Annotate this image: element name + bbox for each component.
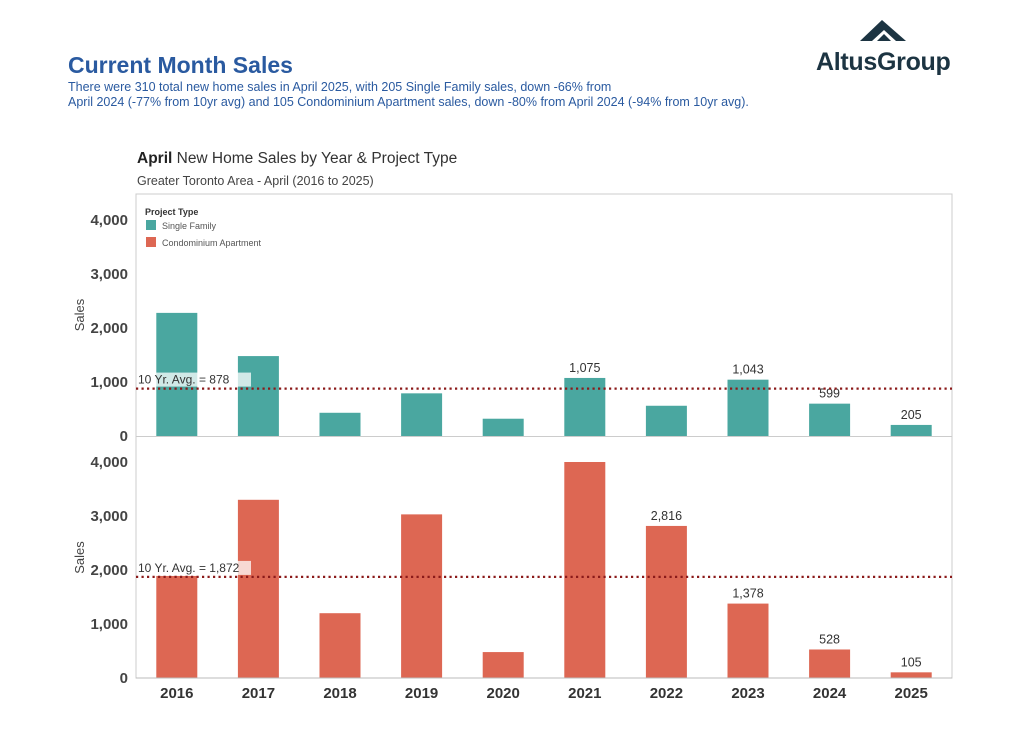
single-family-bar-2019 <box>401 393 443 436</box>
y-tick-label: 1,000 <box>90 374 128 391</box>
y-tick-label: 4,000 <box>90 454 128 471</box>
condo-data-label: 528 <box>819 632 840 646</box>
condo-bar-2019 <box>401 514 443 678</box>
legend-swatch-single-family <box>146 220 156 230</box>
condo-bar-2016 <box>156 575 198 678</box>
y-tick-label: 3,000 <box>90 266 128 283</box>
condo-data-label: 2,816 <box>651 509 682 523</box>
logo-text: AltusGroup <box>816 48 951 76</box>
summary-line-1: There were 310 total new home sales in A… <box>68 80 612 94</box>
single-family-data-label: 1,075 <box>569 361 600 375</box>
x-tick-label: 2020 <box>487 685 520 702</box>
legend-title: Project Type <box>145 207 198 217</box>
single-family-bar-2018 <box>319 412 361 436</box>
single-family-bar-2017 <box>237 356 279 436</box>
condo-bar-2025 <box>890 672 932 678</box>
chart-subtitle: Greater Toronto Area - April (2016 to 20… <box>137 174 374 188</box>
summary-line-2: April 2024 (-77% from 10yr avg) and 105 … <box>68 95 749 109</box>
x-tick-label: 2017 <box>242 685 275 702</box>
x-tick-label: 2021 <box>568 685 601 702</box>
y-tick-label: 2,000 <box>90 320 128 337</box>
condo-bar-2020 <box>482 652 524 678</box>
y-tick-label: 0 <box>120 670 128 687</box>
chart-title-highlight: April <box>137 150 173 167</box>
legend-label-condo: Condominium Apartment <box>162 238 262 248</box>
single-family-bar-2022 <box>645 405 687 436</box>
single-family-bar-2021 <box>564 377 606 436</box>
condo-bar-2017 <box>237 499 279 678</box>
x-tick-label: 2019 <box>405 685 438 702</box>
single-family-bar-2025 <box>890 424 932 436</box>
condo-avg-label: 10 Yr. Avg. = 1,872 <box>138 561 240 575</box>
x-tick-label: 2018 <box>323 685 356 702</box>
single-family-data-label: 205 <box>901 408 922 422</box>
x-tick-label: 2022 <box>650 685 683 702</box>
single-family-avg-label-bg <box>137 372 251 387</box>
altus-group-logo: AltusGroup <box>812 16 958 78</box>
condo-data-label: 1,378 <box>732 587 763 601</box>
single-family-avg-label: 10 Yr. Avg. = 878 <box>138 373 230 387</box>
legend-label-single-family: Single Family <box>162 221 217 231</box>
x-tick-label: 2023 <box>731 685 764 702</box>
chart-title-rest: New Home Sales by Year & Project Type <box>172 150 458 167</box>
page-title: Current Month Sales <box>68 52 293 78</box>
single-family-bar-2020 <box>482 418 524 436</box>
x-tick-label: 2016 <box>160 685 193 702</box>
condo-bar-2022 <box>645 525 687 678</box>
y-tick-label: 1,000 <box>90 616 128 633</box>
y-axis-label: Sales <box>72 541 87 574</box>
y-tick-label: 4,000 <box>90 212 128 229</box>
condo-avg-label-bg <box>137 560 251 575</box>
logo-mark-icon <box>860 20 906 41</box>
condo-data-label: 105 <box>901 655 922 669</box>
chart-title: April New Home Sales by Year & Project T… <box>137 150 457 168</box>
condo-bar-2024 <box>809 649 851 678</box>
condo-bar-2023 <box>727 603 769 678</box>
condo-bar-2018 <box>319 613 361 678</box>
legend-swatch-condo <box>146 237 156 247</box>
single-family-data-label: 599 <box>819 387 840 401</box>
condo-bar-2021 <box>564 462 606 678</box>
y-tick-label: 3,000 <box>90 508 128 525</box>
y-tick-label: 0 <box>120 428 128 445</box>
x-tick-label: 2025 <box>895 685 928 702</box>
y-tick-label: 2,000 <box>90 562 128 579</box>
summary-text: There were 310 total new home sales in A… <box>68 80 868 110</box>
y-axis-label: Sales <box>72 298 87 331</box>
single-family-bar-2024 <box>809 403 851 436</box>
single-family-data-label: 1,043 <box>732 363 763 377</box>
x-tick-label: 2024 <box>813 685 847 702</box>
